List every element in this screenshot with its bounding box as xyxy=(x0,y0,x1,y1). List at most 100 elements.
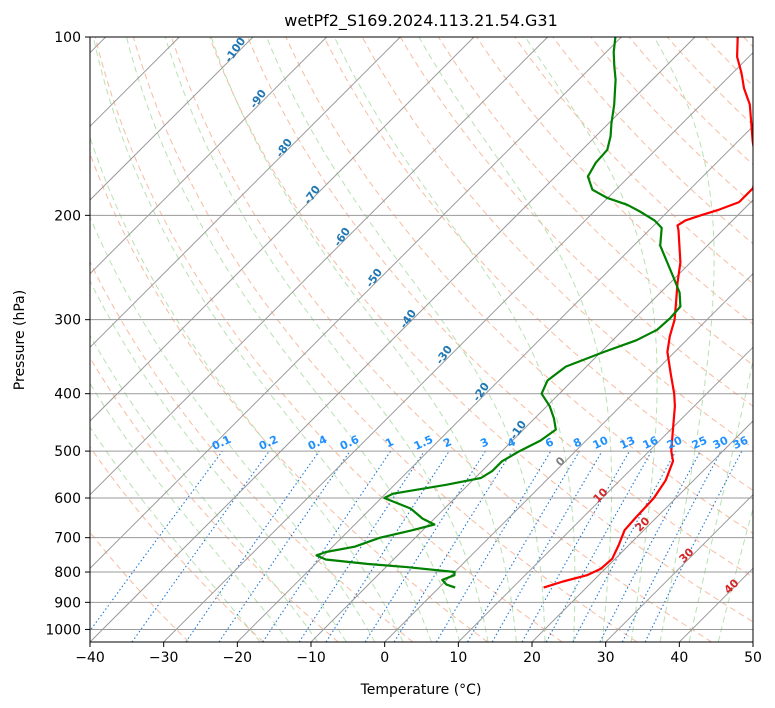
mixing-ratio-line xyxy=(435,450,552,642)
dry-adiabat xyxy=(743,37,753,48)
isotherm xyxy=(90,37,254,201)
mixing-ratio-line xyxy=(545,450,653,642)
y-tick-label: 800 xyxy=(54,565,81,581)
y-tick-label: 100 xyxy=(54,30,81,46)
mixing-ratio-label: 36 xyxy=(731,434,751,452)
dry-adiabat xyxy=(399,37,753,407)
mixing-ratio-label: 0.4 xyxy=(306,433,329,453)
x-tick-label: 40 xyxy=(670,650,688,666)
y-tick-label: 300 xyxy=(54,313,81,329)
y-tick-label: 600 xyxy=(54,491,81,507)
moist-adiabat-label: -100 xyxy=(222,35,249,65)
dewpoint-line xyxy=(315,37,682,589)
chart-title: wetPf2_S169.2024.113.21.54.G31 xyxy=(284,11,558,31)
isotherm xyxy=(236,125,753,642)
moist-adiabat-label: -50 xyxy=(363,266,385,290)
x-tick-label: −30 xyxy=(149,650,179,666)
isotherm xyxy=(531,420,753,642)
moist-adiabat-label: -30 xyxy=(433,343,455,367)
mixing-ratio-line xyxy=(185,450,320,642)
mixing-ratio-label: 16 xyxy=(641,434,661,452)
dry-adiabat xyxy=(209,37,753,623)
dry-adiabat-label: 30 xyxy=(677,545,697,565)
isotherm xyxy=(605,493,753,642)
moist-adiabat xyxy=(126,37,461,642)
y-tick-label: 900 xyxy=(54,595,81,611)
isotherm xyxy=(90,37,328,275)
mixing-ratio-line xyxy=(298,450,425,642)
dry-adiabat-label: 10 xyxy=(591,485,611,505)
moist-adiabat xyxy=(92,37,432,642)
x-tick-label: −10 xyxy=(296,650,326,666)
mixing-ratio-label: 6 xyxy=(543,435,556,450)
isotherm xyxy=(310,199,753,642)
isotherm xyxy=(90,37,696,642)
moist-adiabat xyxy=(90,334,319,642)
mixing-ratio-line xyxy=(90,450,223,632)
mixing-ratio-label: 1.5 xyxy=(412,433,435,453)
axis-ticks: −40 −30 −20 −10 0 10 20 30 40 5010020030040050060… xyxy=(45,30,762,666)
moist-adiabat-label: -80 xyxy=(273,136,295,160)
moist-adiabat xyxy=(418,37,613,642)
isotherm xyxy=(163,51,753,642)
moist-adiabat xyxy=(90,215,376,642)
moist-adiabat xyxy=(653,37,715,642)
mixing-ratio-line xyxy=(521,450,630,642)
dry-adiabat xyxy=(94,37,563,642)
moist-adiabat xyxy=(524,37,658,642)
dry-adiabat xyxy=(90,152,488,642)
mixing-ratio-label: 25 xyxy=(690,434,709,452)
line-labels: -100-90-80-70-60-50-40-30-20-100.1 0.2 0.4… xyxy=(210,35,751,597)
moist-adiabat-label: -70 xyxy=(301,183,323,207)
isotherm xyxy=(678,567,753,642)
moist-adiabat-label: -40 xyxy=(397,307,419,331)
dry-adiabat xyxy=(90,531,190,642)
isotherm xyxy=(384,272,753,642)
dry-adiabat xyxy=(247,37,753,578)
isotherm xyxy=(457,346,753,642)
mixing-ratio-label: 30 xyxy=(711,434,731,452)
dry-adiabat xyxy=(171,37,712,642)
moist-adiabat xyxy=(266,37,546,642)
dry-adiabat xyxy=(132,37,638,642)
x-axis-label: Temperature (°C) xyxy=(360,682,482,698)
moist-adiabat xyxy=(90,135,404,642)
mixing-ratio-line xyxy=(572,450,677,642)
temperature-line xyxy=(543,37,753,589)
x-tick-label: 20 xyxy=(523,650,541,666)
isotherm xyxy=(90,37,549,496)
moist-adiabat xyxy=(717,506,753,642)
dry-adiabat xyxy=(628,37,753,166)
moist-adiabat xyxy=(90,426,261,642)
dry-adiabat xyxy=(437,37,753,366)
background-lines xyxy=(90,37,753,642)
dry-adiabat xyxy=(323,37,753,491)
x-tick-label: 50 xyxy=(744,650,762,666)
x-tick-label: −20 xyxy=(223,650,253,666)
y-tick-label: 700 xyxy=(54,531,81,547)
mixing-ratio-line xyxy=(131,450,270,642)
isotherm xyxy=(90,37,475,422)
moist-adiabat xyxy=(333,37,576,642)
plot-frame xyxy=(89,36,754,643)
dry-adiabat-label: 40 xyxy=(722,576,742,596)
data-lines xyxy=(315,37,753,589)
mixing-ratio-label: 10 xyxy=(591,434,611,452)
dry-adiabat xyxy=(90,356,339,642)
x-tick-label: 0 xyxy=(380,650,389,666)
mixing-ratio-line xyxy=(393,450,513,642)
dry-adiabat xyxy=(704,37,753,87)
mixing-ratio-line xyxy=(325,450,450,642)
mixing-ratio-label: 0.1 xyxy=(210,433,233,453)
isotherm xyxy=(90,37,401,349)
dry-adiabat xyxy=(476,37,753,325)
moist-adiabat xyxy=(688,358,753,642)
moist-adiabat xyxy=(210,37,517,642)
dry-adiabat xyxy=(90,260,414,642)
mixing-ratio-line xyxy=(644,450,743,642)
isotherm xyxy=(752,641,753,642)
mixing-ratio-label: 1 xyxy=(383,435,395,450)
y-tick-label: 200 xyxy=(54,208,81,224)
mixing-ratio-label: 8 xyxy=(571,435,583,450)
